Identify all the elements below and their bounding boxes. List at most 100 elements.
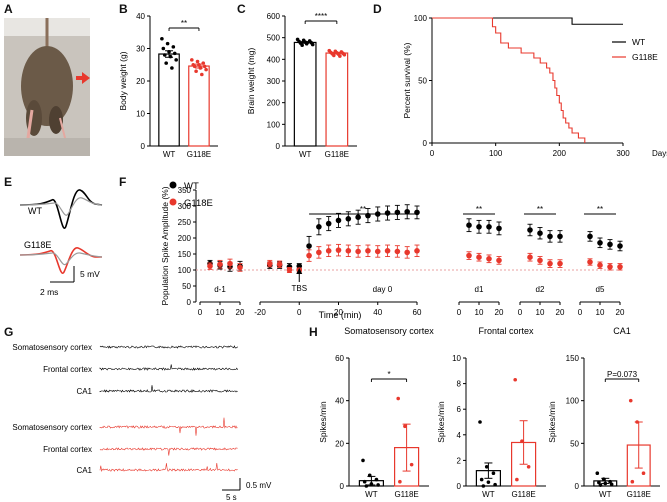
bar-wt: [158, 53, 180, 147]
data-point-wt: [168, 54, 173, 59]
data-point-wt: [369, 482, 374, 486]
y-axis-label: Spikes/min: [547, 401, 557, 443]
data-point-wt: [325, 220, 332, 227]
data-point-g118e: [227, 260, 233, 267]
data-point-wt: [362, 479, 367, 484]
y-axis-label: Population Spike Amplitude (%): [160, 186, 170, 305]
data-point-wt: [486, 224, 492, 230]
y-tick-label: 0: [141, 142, 146, 151]
x-tick-label: -20: [254, 308, 266, 317]
x-tick-label: G118E: [187, 150, 211, 159]
x-tick-label: 0: [457, 308, 462, 317]
x-tick-label: WT: [599, 490, 612, 499]
data-point-wt: [296, 263, 303, 269]
panel-label-d: D: [373, 2, 382, 16]
panel-label-e: E: [4, 175, 12, 189]
data-point-g118e: [557, 260, 563, 267]
data-point-g118e: [628, 398, 633, 403]
chart-title: Frontal cortex: [478, 326, 534, 336]
panel-e-traces: WT G118E 5 mV 2 ms: [19, 189, 103, 297]
data-point-wt: [603, 481, 608, 486]
x-tick-label: G118E: [627, 490, 651, 499]
y-tick-label: 300: [178, 202, 192, 211]
data-point-g118e: [197, 62, 201, 67]
wt-trace-after: [19, 189, 103, 229]
bar-g118e: [188, 65, 210, 147]
bar-g118e: [325, 52, 349, 147]
time-scale-label: 2 ms: [40, 287, 58, 297]
data-point-g118e: [204, 67, 208, 72]
y-tick-label: 300: [267, 77, 281, 86]
y-tick-label: 100: [178, 266, 192, 275]
data-point-g118e: [237, 264, 243, 271]
segment-label: d-1: [214, 285, 226, 294]
data-point-g118e: [332, 53, 336, 58]
x-tick-label: G118E: [394, 490, 418, 499]
x-tick-label: 60: [413, 308, 422, 317]
survival-curve-g118e: [432, 17, 586, 143]
chart-survival: 0 50 100 0 100 200 300 Days Percent survival (%): [402, 14, 667, 158]
y-tick-label: 6: [457, 405, 462, 414]
data-point-g118e: [365, 248, 371, 254]
data-point-g118e: [200, 72, 204, 77]
data-point-wt: [171, 45, 176, 49]
data-point-g118e: [597, 262, 603, 269]
data-point-g118e: [338, 54, 342, 58]
y-tick-label: 200: [267, 99, 281, 108]
data-point-wt: [595, 471, 600, 476]
data-point-g118e: [335, 247, 342, 253]
x-tick-label: 0: [198, 308, 203, 317]
segment-label: day 0: [373, 285, 393, 294]
tbs-label: TBS: [291, 284, 307, 293]
trace-g118e-label: G118E: [24, 240, 51, 250]
chart-ca1-spikes: 0 50 100 150 Spikes/min CA1 WT G118E P=0.073: [547, 326, 660, 499]
y-tick-label: 0: [457, 482, 462, 491]
data-point-g118e: [394, 248, 401, 255]
x-tick-label: 0: [518, 308, 523, 317]
data-point-wt: [537, 230, 543, 236]
data-point-g118e: [513, 377, 517, 382]
data-point-g118e: [195, 59, 200, 64]
x-tick-label: 20: [236, 308, 245, 317]
y-tick-label: 600: [267, 12, 281, 21]
legend-wt-label: WT: [184, 181, 199, 192]
data-point-g118e: [607, 264, 613, 270]
data-point-g118e: [201, 61, 206, 65]
y-tick-label: 350: [178, 186, 192, 195]
x-tick-label: G118E: [325, 150, 349, 159]
data-point-wt: [527, 227, 533, 233]
data-point-g118e: [526, 465, 531, 469]
data-point-g118e: [398, 479, 402, 484]
x-tick-label: 300: [616, 149, 630, 158]
data-point-wt: [609, 482, 614, 487]
x-axis-label: Time (min): [319, 310, 362, 320]
y-tick-label: 50: [182, 282, 191, 291]
data-point-wt: [547, 233, 553, 240]
wt-trace-before: [19, 197, 103, 216]
data-point-g118e: [403, 424, 407, 429]
data-point-g118e: [192, 64, 197, 69]
region-label: CA1: [76, 466, 92, 475]
significance-label: **: [597, 205, 603, 214]
significance-label: P=0.073: [607, 370, 638, 379]
data-point-wt: [355, 214, 361, 220]
y-axis-label: Spikes/min: [318, 401, 328, 443]
g118e-trace-before: [19, 252, 103, 266]
region-label: CA1: [76, 387, 92, 396]
y-tick-label: 150: [178, 250, 192, 259]
region-label: Frontal cortex: [43, 445, 92, 454]
data-point-wt: [364, 484, 369, 488]
data-point-g118e: [306, 252, 312, 259]
y-tick-label: 50: [570, 439, 579, 448]
x-tick-label: 10: [475, 308, 484, 317]
y-tick-label: 0: [276, 142, 281, 151]
recording-trace: [99, 462, 238, 472]
legend-g118e-label: G118E: [184, 198, 213, 209]
x-tick-label: 20: [334, 308, 343, 317]
voltage-scale-label: 0.5 mV: [246, 481, 272, 490]
data-point-g118e: [202, 64, 207, 69]
x-tick-label: 100: [489, 149, 503, 158]
data-point-wt: [484, 465, 489, 469]
data-point-wt: [384, 210, 391, 216]
